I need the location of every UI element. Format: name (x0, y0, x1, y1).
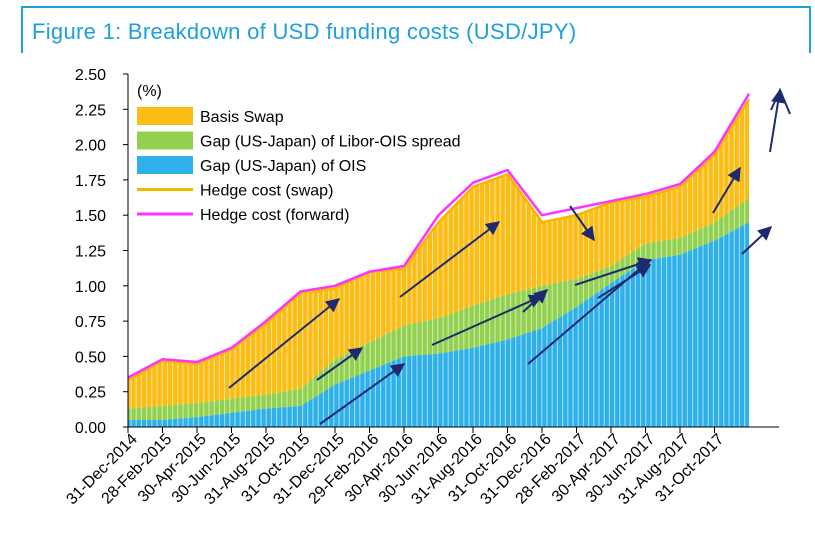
trend-arrow-head (770, 87, 791, 115)
trend-arrows (228, 87, 791, 425)
legend-label-ois: Gap (US-Japan) of OIS (200, 158, 366, 175)
trend-arrow (316, 347, 364, 381)
legend-swatch-basis (137, 107, 193, 125)
legend-label-basis: Basis Swap (200, 109, 284, 126)
y-tick-label: 1.00 (75, 279, 106, 296)
legend-swatch-libor (137, 131, 193, 150)
trend-arrow (522, 289, 549, 313)
trend-arrow (569, 205, 595, 242)
hedge-cost-lines (127, 93, 751, 382)
trend-arrow (399, 221, 501, 298)
y-tick-label: 0.75 (75, 314, 106, 331)
hedge-cost-swap-line (127, 98, 751, 382)
legend-swatch-ois (137, 156, 193, 174)
weekly-stripes (130, 74, 746, 427)
y-tick-label: 2.25 (75, 102, 106, 119)
basis-swap-area (128, 99, 749, 409)
legend: Basis Swap Gap (US-Japan) of Libor-OIS sp… (137, 107, 461, 224)
trend-arrow (597, 264, 652, 299)
trend-arrow (741, 226, 773, 255)
y-tick-label: 1.75 (75, 173, 106, 190)
y-tick-label: 0.50 (75, 349, 106, 366)
trend-arrow (319, 363, 406, 425)
trend-arrow (712, 166, 741, 214)
y-tick-label: 0.25 (75, 385, 106, 402)
y-tick-label: 1.50 (75, 208, 106, 225)
trend-arrow (431, 294, 544, 346)
figure-title: Figure 1: Breakdown of USD funding costs… (32, 19, 577, 44)
y-tick-label: 2.50 (75, 67, 106, 84)
y-tick-label: 1.25 (75, 244, 106, 261)
legend-label-fwd: Hedge cost (forward) (200, 207, 349, 224)
trend-arrow (574, 257, 653, 286)
y-tick-label: 0.00 (75, 420, 106, 437)
y-axis-unit-label: (%) (137, 83, 162, 100)
trend-arrow (769, 88, 785, 153)
legend-label-libor: Gap (US-Japan) of Libor-OIS spread (200, 134, 461, 151)
hedge-cost-forward-line (127, 93, 751, 379)
trend-arrow (228, 298, 341, 389)
figure-title-frame (21, 6, 811, 53)
legend-label-swap: Hedge cost (swap) (200, 183, 333, 200)
y-tick-label: 2.00 (75, 138, 106, 155)
